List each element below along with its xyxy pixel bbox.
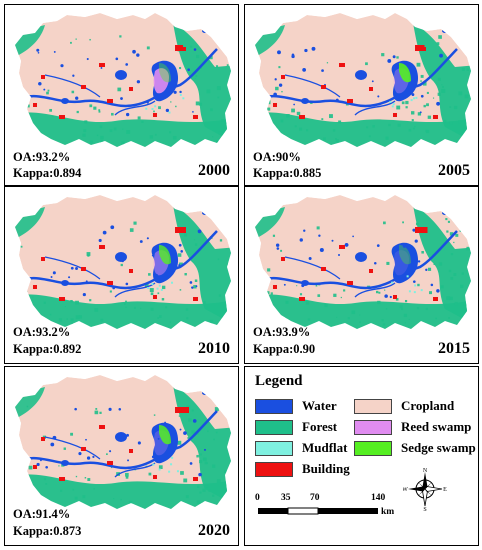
panel-year: 2010 xyxy=(198,340,230,357)
kappa-coefficient: Kappa:0.90 xyxy=(253,342,316,356)
legend-label: Forest xyxy=(302,419,338,434)
panel-year: 2000 xyxy=(198,162,230,179)
land-cover-map xyxy=(15,13,231,147)
land-cover-map xyxy=(15,375,231,509)
compass-n: N xyxy=(423,468,428,474)
scale-tick-label: 35 xyxy=(281,493,291,503)
legend-swatch xyxy=(354,419,392,435)
land-cover-map xyxy=(255,13,471,147)
legend-swatch xyxy=(255,398,293,414)
overall-accuracy: OA:93.9% xyxy=(253,325,311,339)
legend-item-sedge-swamp: Sedge swamp xyxy=(354,440,476,456)
scale-unit: km xyxy=(381,507,395,517)
compass-e: E xyxy=(443,487,447,493)
scale-tick-label: 140 xyxy=(371,493,386,503)
map-panel-2015: OA:93.9% Kappa:0.90 2015 xyxy=(244,186,479,364)
map-panel-2005: OA:90% Kappa:0.885 2005 xyxy=(244,4,479,186)
kappa-coefficient: Kappa:0.885 xyxy=(253,166,322,180)
kappa-coefficient: Kappa:0.873 xyxy=(13,524,82,538)
legend-swatch xyxy=(255,419,293,435)
legend-label: Mudflat xyxy=(302,440,348,455)
scale-tick-label: 0 xyxy=(255,493,260,503)
scale-tick-label: 70 xyxy=(310,493,320,503)
compass-s: S xyxy=(423,507,426,511)
legend-label: Water xyxy=(302,398,337,413)
legend-swatch xyxy=(255,461,293,477)
legend-label: Building xyxy=(302,461,350,476)
land-cover-map xyxy=(15,195,231,329)
map-panel-2000: OA:93.2% Kappa:0.894 2000 xyxy=(4,4,239,186)
map-panel-2010: OA:93.2% Kappa:0.892 2010 xyxy=(4,186,239,364)
legend-item-cropland: Cropland xyxy=(354,398,454,414)
land-cover-map xyxy=(255,195,471,329)
legend-title: Legend xyxy=(255,373,303,389)
compass-w: W xyxy=(403,487,408,493)
overall-accuracy: OA:93.2% xyxy=(13,150,71,164)
map-panel-2020: OA:91.4% Kappa:0.873 2020 xyxy=(4,366,239,546)
panel-year: 2015 xyxy=(438,340,470,357)
scale-bar: 0 35 70 140 km xyxy=(255,493,457,523)
legend-swatch xyxy=(354,440,392,456)
scale-bar-graphic xyxy=(258,507,378,515)
overall-accuracy: OA:91.4% xyxy=(13,507,71,521)
overall-accuracy: OA:90% xyxy=(253,150,301,164)
legend-item-building: Building xyxy=(255,461,350,477)
panel-year: 2020 xyxy=(198,522,230,539)
legend-item-forest: Forest xyxy=(255,419,337,435)
legend-label: Cropland xyxy=(401,398,455,413)
north-arrow-compass-icon: N S E W xyxy=(403,468,447,511)
legend-label: Reed swamp xyxy=(401,419,472,434)
legend-panel: Legend Water Forest Mudflat Building Cro… xyxy=(244,366,479,546)
legend-swatch xyxy=(255,440,293,456)
legend-label: Sedge swamp xyxy=(401,440,476,455)
legend-item-water: Water xyxy=(255,398,337,414)
overall-accuracy: OA:93.2% xyxy=(13,325,71,339)
kappa-coefficient: Kappa:0.894 xyxy=(13,166,82,180)
legend-item-reed-swamp: Reed swamp xyxy=(354,419,471,435)
legend-item-mudflat: Mudflat xyxy=(255,440,348,456)
legend-swatch xyxy=(354,398,392,414)
panel-year: 2005 xyxy=(438,162,470,179)
kappa-coefficient: Kappa:0.892 xyxy=(13,342,82,356)
